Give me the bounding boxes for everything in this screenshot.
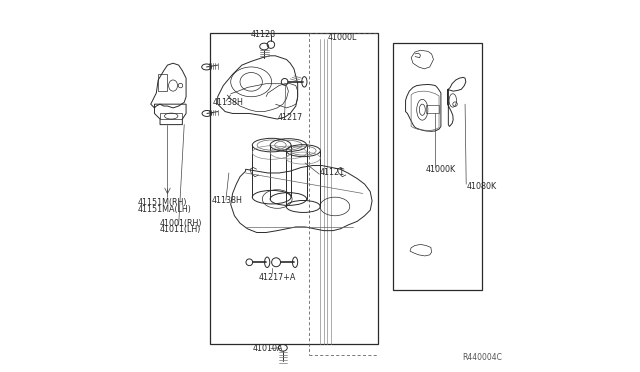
Text: 41138H: 41138H	[213, 98, 244, 107]
Text: 41000K: 41000K	[426, 165, 456, 174]
Text: 41138H: 41138H	[212, 196, 243, 205]
Text: 41217+A: 41217+A	[259, 273, 296, 282]
Text: 41010A: 41010A	[253, 344, 284, 353]
Text: 41151MA(LH): 41151MA(LH)	[138, 205, 191, 214]
Text: 41151M(RH): 41151M(RH)	[138, 198, 188, 207]
Text: 41080K: 41080K	[467, 182, 497, 190]
Bar	[211, 33, 378, 344]
Bar	[426, 105, 438, 113]
Text: 41001(RH): 41001(RH)	[159, 219, 202, 228]
Text: R440004C: R440004C	[463, 353, 502, 362]
Bar	[392, 43, 482, 290]
Text: 41121: 41121	[320, 169, 345, 177]
Text: 41000L: 41000L	[328, 33, 357, 42]
Text: 41011(LH): 41011(LH)	[159, 225, 201, 234]
Text: 41217: 41217	[277, 113, 303, 122]
Text: 41128: 41128	[251, 30, 276, 39]
